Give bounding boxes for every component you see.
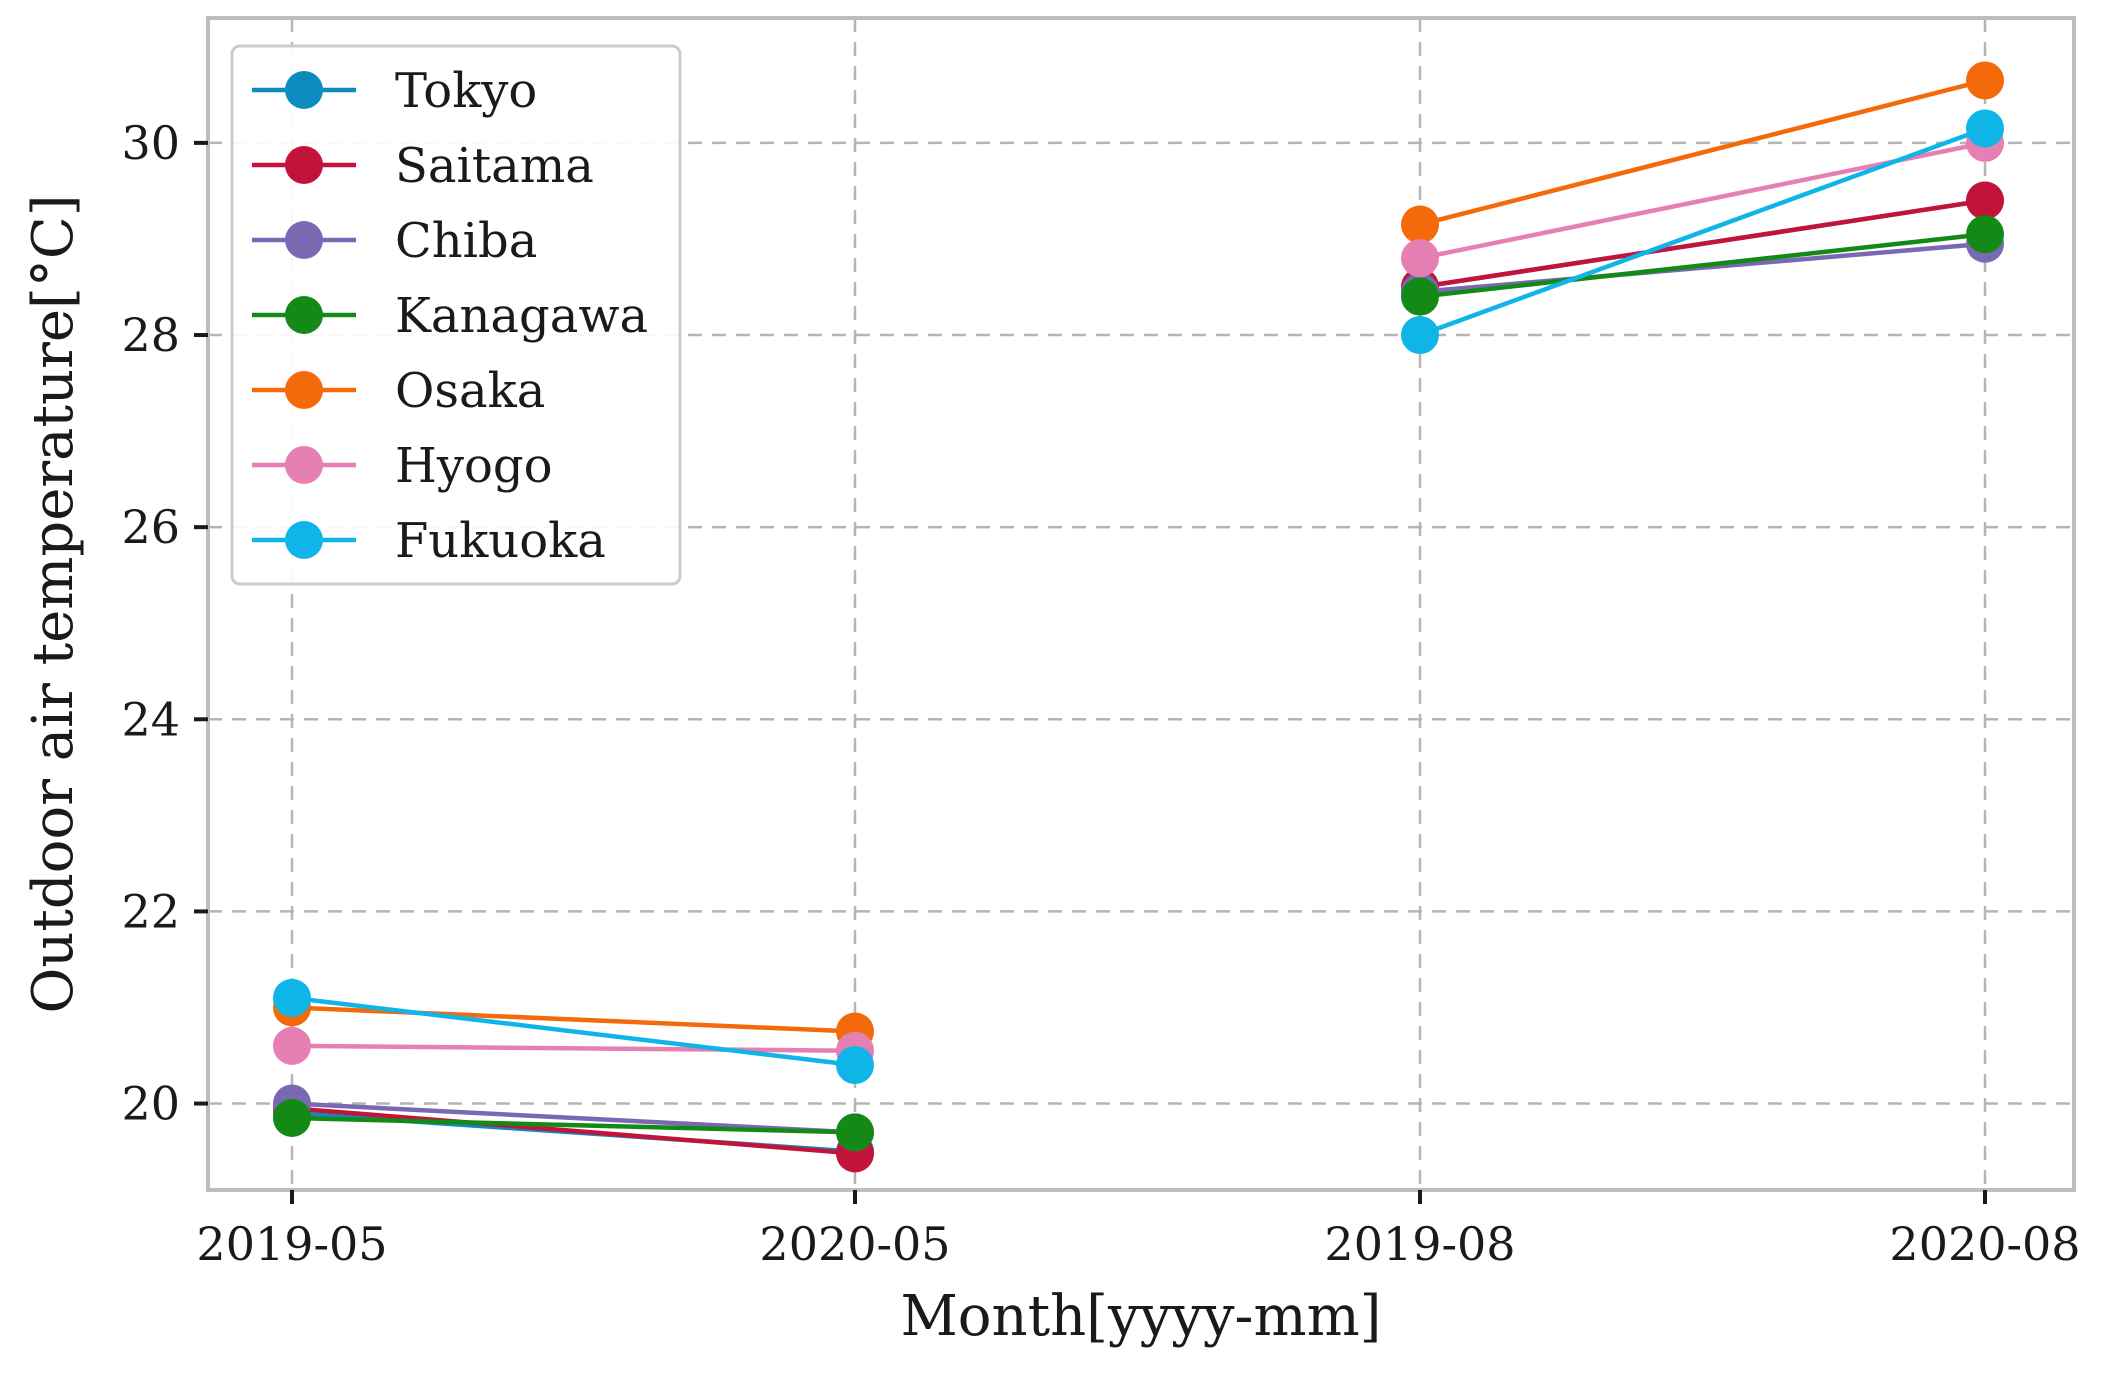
data-point-osaka (1401, 205, 1439, 244)
axis-ticks: 20 22 24 26 28 30 2019-05 2020-05 2019-08 2020-08 (121, 116, 2080, 1271)
y-tick-label: 28 (121, 308, 180, 362)
legend-item: Kanagawa (252, 288, 648, 344)
x-tick-label: 2019-05 (196, 1217, 387, 1271)
data-point-kanagawa (1966, 215, 2004, 254)
series-line-kanagawa (1419, 231, 1986, 299)
legend-marker (285, 371, 323, 409)
y-tick-label: 26 (121, 500, 180, 554)
legend-item: Chiba (252, 213, 537, 269)
y-tick-label: 22 (121, 884, 180, 938)
series-line-fukuoka (1419, 126, 1986, 338)
legend-label: Tokyo (395, 63, 537, 119)
x-tick-label: 2020-05 (759, 1217, 950, 1271)
legend: Tokyo Saitama Chiba Kanagawa Osaka Hyogo Fukuo… (230, 44, 682, 586)
series-line-chiba (1419, 241, 1986, 295)
y-tick-label: 30 (121, 116, 180, 170)
legend-marker (285, 146, 323, 184)
data-point-hyogo (1401, 239, 1439, 278)
y-tick-label: 24 (121, 692, 180, 746)
series-line-saitama (291, 1106, 856, 1156)
legend-item: Tokyo (252, 63, 537, 119)
legend-item: Osaka (252, 363, 545, 419)
data-point-kanagawa (836, 1113, 874, 1152)
x-axis-label: Month[yyyy-mm] (900, 1284, 1381, 1349)
legend-item: Fukuoka (252, 513, 606, 569)
plot-frame (206, 16, 2076, 1192)
data-point-fukuoka (1401, 316, 1439, 355)
series-kanagawa (273, 215, 2004, 1152)
y-tick-label: 20 (121, 1077, 180, 1131)
legend-item: Saitama (252, 138, 594, 194)
legend-label: Saitama (395, 138, 594, 194)
series-line-saitama (1419, 198, 1986, 290)
series-line-osaka (1419, 78, 1986, 227)
data-point-fukuoka (1966, 109, 2004, 148)
series-line-fukuoka (291, 995, 856, 1068)
data-point-kanagawa (1401, 277, 1439, 316)
legend-item: Hyogo (252, 438, 553, 494)
series-layer (273, 61, 2004, 1173)
data-point-osaka (1966, 61, 2004, 100)
legend-marker (285, 221, 323, 259)
legend-box (230, 44, 682, 586)
data-point-fukuoka (273, 978, 311, 1017)
data-point-kanagawa (273, 1098, 311, 1137)
legend-marker (285, 296, 323, 334)
legend-marker (285, 71, 323, 109)
legend-label: Hyogo (395, 438, 553, 494)
y-axis-label: Outdoor air temperature[°C] (21, 194, 86, 1013)
x-tick-label: 2019-08 (1324, 1217, 1515, 1271)
series-line-osaka (291, 1005, 856, 1034)
legend-label: Kanagawa (395, 288, 648, 344)
legend-label: Osaka (395, 363, 545, 419)
legend-label: Fukuoka (395, 513, 606, 569)
data-point-fukuoka (836, 1046, 874, 1085)
series-line-kanagawa (291, 1115, 856, 1135)
series-line-hyogo (291, 1043, 856, 1053)
legend-marker (285, 446, 323, 484)
legend-label: Chiba (395, 213, 537, 269)
x-tick-label: 2020-08 (1889, 1217, 2080, 1271)
data-point-saitama (1966, 181, 2004, 220)
legend-marker (285, 521, 323, 559)
series-fukuoka (273, 109, 2004, 1085)
data-point-hyogo (273, 1026, 311, 1065)
series-line-chiba (291, 1101, 856, 1135)
